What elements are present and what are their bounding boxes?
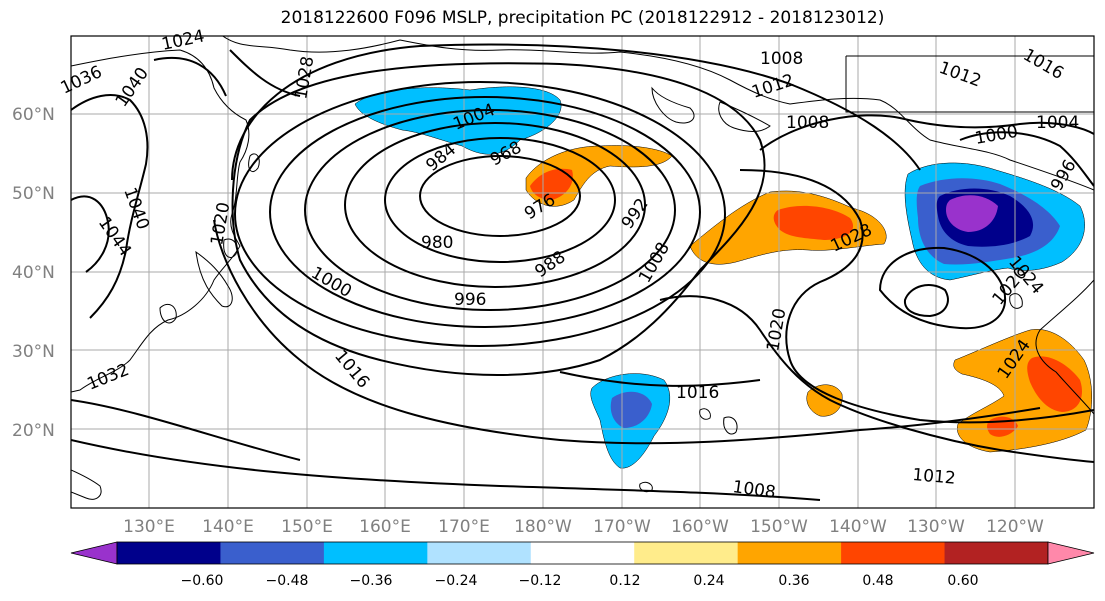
lon-label: 170°E bbox=[438, 517, 490, 537]
contour-label: 980 bbox=[421, 233, 453, 253]
map-title: 2018122600 F096 MSLP, precipitation PC (… bbox=[280, 8, 885, 28]
contour-label: 1016 bbox=[676, 383, 719, 403]
map-panel bbox=[70, 35, 1095, 509]
contour-label: 1008 bbox=[786, 113, 829, 133]
colorbar-segment bbox=[841, 542, 946, 564]
colorbar-tick-label: 0.24 bbox=[693, 573, 724, 589]
lon-label: 120°W bbox=[986, 517, 1044, 537]
colorbar-segment bbox=[323, 542, 428, 564]
colorbar-tick-label: 0.48 bbox=[862, 573, 893, 589]
colorbar-ticks: −0.60 −0.48 −0.36 −0.24 −0.12 0.12 0.24 … bbox=[181, 573, 979, 589]
colorbar-segment bbox=[737, 542, 842, 564]
lat-label: 20°N bbox=[12, 421, 55, 441]
lat-label: 60°N bbox=[12, 105, 55, 125]
colorbar-tick-label: −0.36 bbox=[350, 573, 393, 589]
precip-positive-southeast-core bbox=[1027, 356, 1082, 412]
contour-label: 1008 bbox=[760, 49, 803, 69]
colorbar-tick-label: −0.24 bbox=[435, 573, 478, 589]
contour-label: 1004 bbox=[1036, 113, 1079, 133]
colorbar-tick-label: −0.12 bbox=[519, 573, 562, 589]
contour-label: 996 bbox=[454, 290, 486, 310]
lon-label: 150°W bbox=[750, 517, 808, 537]
map-frame bbox=[70, 35, 1095, 509]
colorbar-segment bbox=[944, 542, 1049, 564]
contour-label: 1012 bbox=[912, 465, 957, 489]
colorbar-extend-low bbox=[70, 541, 118, 565]
precip-negative-south-core bbox=[610, 391, 652, 428]
longitude-labels: 130°E 140°E 150°E 160°E 170°E 180°W 170°… bbox=[123, 517, 1044, 537]
colorbar-tick-label: 0.36 bbox=[778, 573, 809, 589]
lat-label: 50°N bbox=[12, 184, 55, 204]
lon-label: 170°W bbox=[593, 517, 651, 537]
lon-label: 160°E bbox=[359, 517, 411, 537]
colorbar-tick-label: −0.60 bbox=[181, 573, 224, 589]
precip-positive-small bbox=[806, 384, 843, 417]
colorbar: −0.60 −0.48 −0.36 −0.24 −0.12 0.12 0.24 … bbox=[70, 541, 1095, 589]
colorbar-segment bbox=[427, 542, 532, 564]
colorbar-tick-label: 0.60 bbox=[947, 573, 978, 589]
lat-label: 40°N bbox=[12, 263, 55, 283]
isobars bbox=[71, 43, 1094, 501]
lon-label: 130°W bbox=[907, 517, 965, 537]
colorbar-extend-high bbox=[1047, 541, 1095, 565]
colorbar-tick-label: 0.12 bbox=[609, 573, 640, 589]
lon-label: 140°W bbox=[829, 517, 887, 537]
lon-label: 130°E bbox=[123, 517, 175, 537]
coastlines bbox=[71, 36, 1094, 500]
colorbar-segment bbox=[220, 542, 325, 564]
precip-positive-midpacific-core bbox=[773, 205, 854, 240]
lon-label: 160°W bbox=[671, 517, 729, 537]
lon-label: 150°E bbox=[281, 517, 333, 537]
lat-label: 30°N bbox=[12, 342, 55, 362]
colorbar-segment bbox=[530, 542, 635, 564]
precipitation-shading bbox=[354, 86, 1093, 469]
lon-label: 180°W bbox=[514, 517, 572, 537]
latitude-labels: 60°N 50°N 40°N 30°N 20°N bbox=[12, 105, 55, 441]
colorbar-tick-label: −0.48 bbox=[266, 573, 309, 589]
precip-positive-aleutian-core bbox=[530, 168, 573, 200]
colorbar-segment bbox=[117, 542, 221, 564]
lon-label: 140°E bbox=[202, 517, 254, 537]
precip-negative-coast-core bbox=[946, 195, 998, 232]
colorbar-segment bbox=[634, 542, 739, 564]
